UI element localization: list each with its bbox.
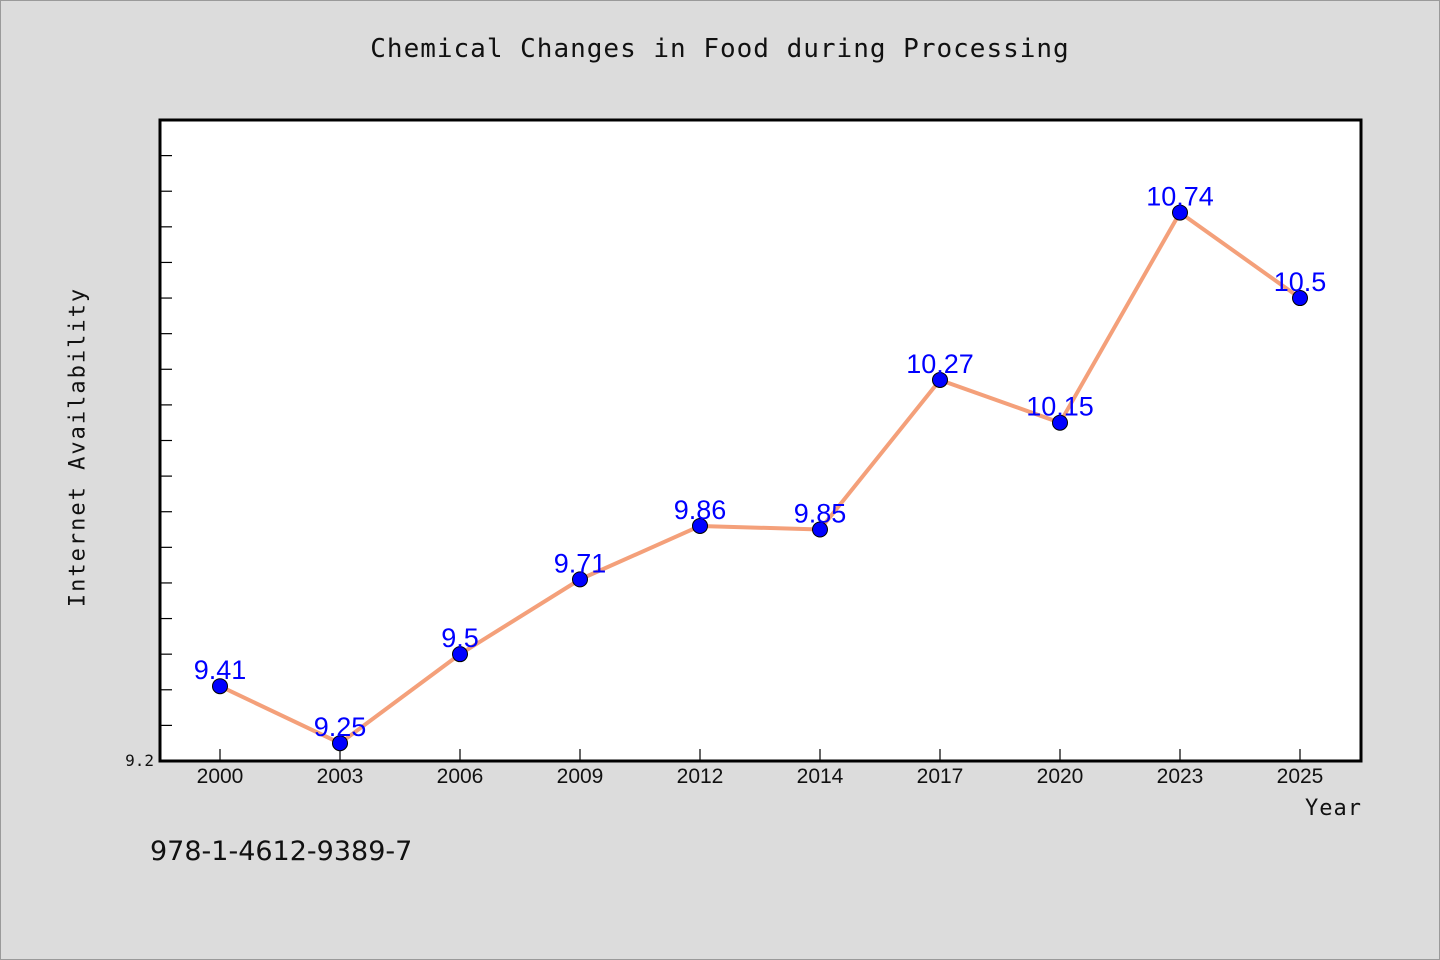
- series-group: [219, 210, 1302, 746]
- x-axis-label: Year: [1305, 796, 1362, 821]
- data-label: 10.15: [1026, 392, 1094, 422]
- x-tick-label: 2000: [197, 765, 244, 788]
- data-point: [1172, 204, 1188, 221]
- data-point: [332, 735, 348, 752]
- x-axis-ticks: 2000 2003 2006 2009 2012 2014 2017 2020 2023 2025: [197, 749, 1324, 788]
- data-labels-group: 9.41 9.25 9.5 9.71 9.86 9.85 10.27 10.15 10.74 10…: [194, 182, 1327, 743]
- series-line: [219, 210, 1302, 746]
- x-tick-label: 2017: [917, 765, 964, 788]
- y-tick-label: 9.2: [125, 751, 154, 770]
- chart-title: Chemical Changes in Food during Processi…: [370, 34, 1070, 64]
- data-point: [212, 678, 228, 695]
- plot-area: [158, 118, 1363, 763]
- x-tick-label: 2025: [1277, 765, 1324, 788]
- x-tick-label: 2003: [317, 765, 364, 788]
- x-tick-label: 2012: [677, 765, 724, 788]
- data-label: 10.5: [1274, 267, 1327, 297]
- data-label: 9.71: [554, 548, 607, 578]
- data-point: [1052, 414, 1068, 431]
- x-tick-label: 2006: [437, 765, 484, 788]
- data-point: [572, 571, 588, 588]
- data-label: 10.27: [906, 349, 974, 379]
- data-point: [452, 646, 468, 663]
- points-group: [212, 204, 1308, 752]
- data-point: [812, 521, 828, 538]
- data-label: 9.41: [194, 655, 247, 685]
- data-label: 10.74: [1146, 182, 1214, 212]
- y-axis-ticks: 9.2: [125, 155, 172, 770]
- x-tick-label: 2020: [1037, 765, 1084, 788]
- x-tick-label: 2023: [1157, 765, 1204, 788]
- x-tick-label: 2009: [557, 765, 604, 788]
- data-point: [1292, 290, 1308, 307]
- data-point: [692, 517, 708, 534]
- data-label: 9.5: [441, 623, 479, 653]
- x-tick-label: 2014: [797, 765, 844, 788]
- data-label: 9.85: [794, 499, 847, 529]
- data-point: [932, 371, 948, 388]
- isbn-code: 978-1-4612-9389-7: [150, 836, 413, 867]
- data-label: 9.86: [674, 495, 727, 525]
- data-label: 9.25: [314, 712, 367, 742]
